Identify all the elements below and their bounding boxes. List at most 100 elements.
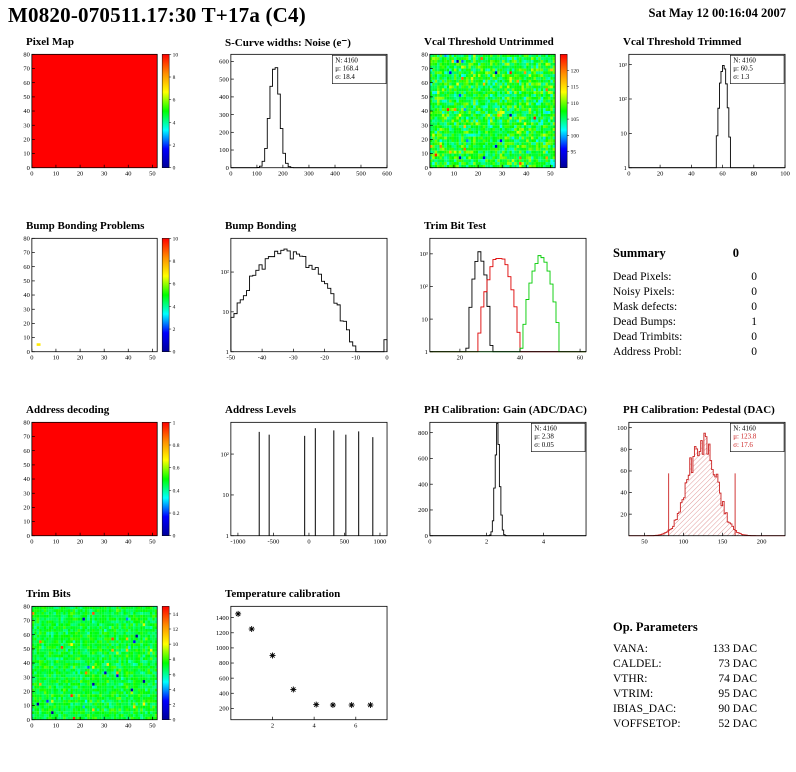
svg-text:40: 40 [125, 723, 131, 730]
summary-row-noisy-pixels: Noisy Pixels: 0 [613, 285, 757, 300]
svg-text:120: 120 [571, 69, 579, 75]
panel-pixel-map: Pixel Map 0 2 4 6 8 10 0 10 20 30 40 50 0 10 20 30 40 50 6… [0, 34, 199, 218]
svg-text:20: 20 [23, 321, 29, 328]
row-label: IBIAS_DAC: [613, 703, 677, 715]
svg-text:40: 40 [688, 171, 694, 178]
panel-trim-bits: Trim Bits 0 2 4 6 8 10 12 14 0 10 20 30 40 50 0 10 20 30 4… [0, 586, 199, 770]
svg-text:50: 50 [547, 171, 553, 178]
svg-text:1: 1 [226, 533, 229, 540]
svg-text:50: 50 [149, 723, 155, 730]
temperature-calibration-scatter: 2 4 6 200 400 600 800 1000 1200 1400 [216, 605, 388, 730]
op-parameters-title: Op. Parameters [613, 620, 698, 634]
op-row-vtrim: VTRIM: 95 DAC [613, 687, 757, 702]
svg-text:600: 600 [382, 171, 392, 178]
svg-text:30: 30 [101, 539, 107, 546]
svg-text:μ: 168.4: μ: 168.4 [335, 65, 359, 73]
svg-text:10: 10 [173, 52, 179, 58]
plot-title: PH Calibration: Gain (ADC/DAC) [424, 404, 587, 416]
svg-text:30: 30 [101, 171, 107, 178]
svg-text:4: 4 [173, 120, 176, 126]
svg-text:σ: 18.4: σ: 18.4 [335, 73, 355, 81]
svg-text:-30: -30 [289, 355, 298, 362]
svg-text:1: 1 [624, 165, 627, 172]
svg-text:80: 80 [23, 420, 29, 427]
svg-text:0.6: 0.6 [173, 466, 180, 472]
svg-text:10: 10 [53, 171, 59, 178]
svg-text:20: 20 [421, 137, 427, 144]
panel-ph-gain: PH Calibration: Gain (ADC/DAC) 0 2 4 0 200 40… [398, 402, 597, 586]
op-row-vthr: VTHR: 74 DAC [613, 672, 757, 687]
scurve-noise-histogram: 0 100 200 300 400 500 600 0 100 200 300 400 500 600 N:… [219, 53, 392, 178]
svg-text:10: 10 [173, 236, 179, 242]
svg-text:10²: 10² [220, 269, 228, 276]
svg-text:100: 100 [679, 539, 689, 546]
address-decoding-heatmap: 00.20.40.60.810 10 20 30 40 50010203040506070… [23, 420, 180, 546]
row-label: Dead Trimbits: [613, 331, 683, 343]
svg-text:600: 600 [219, 675, 229, 682]
svg-text:20: 20 [23, 505, 29, 512]
svg-text:40: 40 [125, 355, 131, 362]
svg-text:60: 60 [421, 80, 427, 87]
svg-text:110: 110 [571, 101, 579, 107]
svg-text:6: 6 [173, 282, 176, 288]
svg-text:4: 4 [173, 304, 176, 310]
pixel-map-heatmap: 0 2 4 6 8 10 0 10 20 30 40 50 0 10 20 30 40 50 60 70 80 [23, 52, 179, 178]
address-levels-histogram: -1000 -500 0 500 1000 1 10 10² [220, 421, 388, 546]
svg-text:0.4: 0.4 [173, 488, 180, 494]
svg-text:50: 50 [149, 539, 155, 546]
svg-text:50: 50 [149, 355, 155, 362]
summary-row-address-problems: Address Probl: 0 [613, 345, 757, 360]
svg-text:60: 60 [23, 80, 29, 87]
svg-text:-20: -20 [320, 355, 329, 362]
svg-text:8: 8 [173, 75, 176, 81]
svg-text:2: 2 [485, 539, 488, 546]
svg-text:10: 10 [23, 519, 29, 526]
svg-text:70: 70 [23, 618, 29, 625]
vcal-untrimmed-heatmap: 95 100 105 110 115 120 0 10 20 30 40 50 0 10 20 30 40 50 6… [421, 52, 579, 178]
svg-text:40: 40 [23, 660, 29, 667]
svg-text:50: 50 [421, 94, 427, 101]
svg-text:50: 50 [149, 171, 155, 178]
svg-text:N: 4160: N: 4160 [733, 424, 756, 432]
row-label: VTRIM: [613, 688, 654, 700]
svg-text:800: 800 [219, 660, 229, 667]
svg-text:40: 40 [421, 108, 427, 115]
svg-text:10: 10 [173, 642, 179, 648]
svg-text:80: 80 [23, 236, 29, 243]
svg-text:20: 20 [23, 137, 29, 144]
svg-text:1000: 1000 [373, 539, 386, 546]
svg-text:100: 100 [252, 171, 262, 178]
svg-text:30: 30 [499, 171, 505, 178]
row-label: Address Probl: [613, 346, 682, 358]
svg-text:200: 200 [757, 539, 767, 546]
row-label: Dead Pixels: [613, 271, 672, 283]
svg-text:10: 10 [222, 492, 228, 499]
svg-text:100: 100 [219, 147, 229, 154]
svg-text:0.8: 0.8 [173, 443, 180, 449]
summary-row-dead-pixels: Dead Pixels: 0 [613, 270, 757, 285]
summary-row-dead-trimbits: Dead Trimbits: 0 [613, 330, 757, 345]
row-label: VTHR: [613, 673, 648, 685]
svg-text:500: 500 [356, 171, 366, 178]
svg-text:1: 1 [173, 420, 176, 426]
svg-text:60: 60 [719, 171, 725, 178]
plot-title: Pixel Map [26, 36, 74, 48]
svg-text:10²: 10² [618, 96, 626, 103]
svg-text:10: 10 [421, 316, 427, 323]
svg-text:μ: 60.5: μ: 60.5 [733, 65, 753, 73]
svg-text:N: 4160: N: 4160 [534, 424, 557, 432]
svg-text:30: 30 [421, 122, 427, 129]
svg-text:2: 2 [271, 723, 274, 730]
svg-text:600: 600 [418, 456, 428, 463]
summary-total: 0 [732, 246, 739, 260]
svg-text:80: 80 [620, 447, 626, 454]
svg-text:σ: 1.3: σ: 1.3 [733, 73, 750, 81]
svg-text:0: 0 [428, 171, 431, 178]
op-row-ibias-dac: IBIAS_DAC: 90 DAC [613, 702, 757, 717]
svg-text:70: 70 [421, 66, 427, 73]
svg-text:30: 30 [23, 490, 29, 497]
svg-text:0: 0 [173, 350, 176, 356]
svg-text:10: 10 [421, 151, 427, 158]
op-row-caldel: CALDEL: 73 DAC [613, 657, 757, 672]
